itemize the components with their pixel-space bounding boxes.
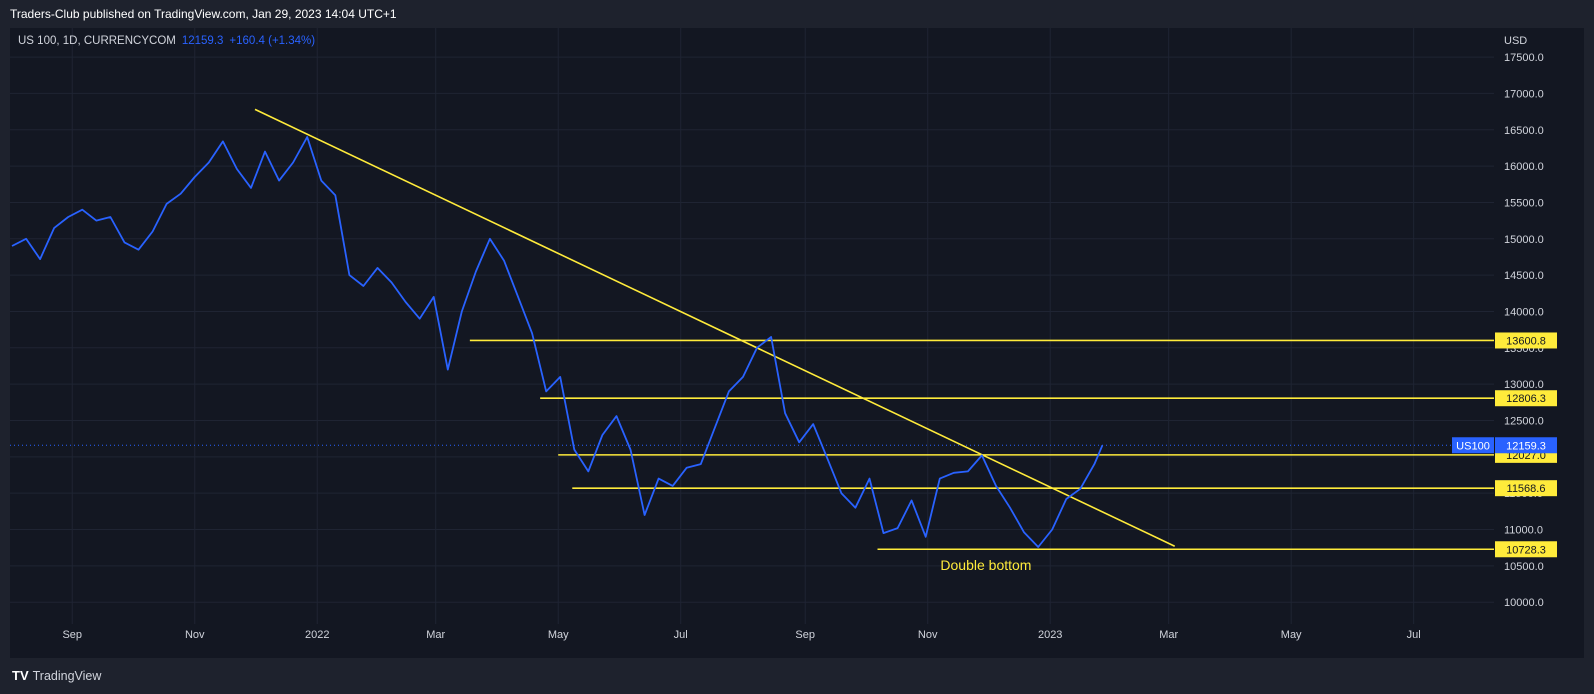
level-badge-label: 13600.8 xyxy=(1506,335,1546,347)
x-tick-label: Nov xyxy=(185,629,205,641)
level-lines xyxy=(469,339,1494,551)
x-tick-label: 2023 xyxy=(1038,629,1062,641)
double-bottom-annotation: Double bottom xyxy=(940,557,1031,573)
y-tick-label: 10500.0 xyxy=(1504,561,1544,573)
price-chart[interactable]: Sep Nov 2022 Mar May Jul Sep Nov 2023 Mar May Jul 1… xyxy=(10,28,1584,658)
x-tick-label: Jul xyxy=(1407,629,1421,641)
x-tick-label: 2022 xyxy=(305,629,329,641)
price-scale-badges: 13600.812806.312027.011568.610728.312159… xyxy=(1452,332,1557,558)
y-tick-label: 16500.0 xyxy=(1504,125,1544,137)
y-tick-label: 11000.0 xyxy=(1504,525,1543,537)
level-badge xyxy=(1495,480,1557,497)
x-tick-label: Nov xyxy=(918,629,938,641)
price-series xyxy=(11,136,1104,548)
y-tick-label: 10000.0 xyxy=(1504,597,1544,609)
publish-info: Traders-Club published on TradingView.co… xyxy=(10,7,397,21)
chart-area[interactable]: Sep Nov 2022 Mar May Jul Sep Nov 2023 Mar May Jul 1… xyxy=(10,28,1584,658)
price-change: +160.4 (+1.34%) xyxy=(229,35,316,47)
tradingview-logo[interactable]: TV TradingView xyxy=(12,668,101,683)
level-badge-label: 10728.3 xyxy=(1506,544,1546,556)
current-price-badge-label: 12159.3 xyxy=(1506,440,1546,452)
us100-price-line xyxy=(11,136,1104,548)
x-tick-label: Mar xyxy=(426,629,445,641)
x-tick-label: Jul xyxy=(674,629,688,641)
x-tick-label: Mar xyxy=(1159,629,1178,641)
tradingview-logo-icon: TV xyxy=(12,668,29,683)
symbol-legend: US 100, 1D, CURRENCYCOM 12159.3 +160.4 (+1… xyxy=(18,35,315,47)
brand-name: TradingView xyxy=(32,668,102,683)
x-tick-label: May xyxy=(1281,629,1302,641)
y-tick-label: 15000.0 xyxy=(1504,234,1544,246)
y-tick-label: 17500.0 xyxy=(1504,52,1544,64)
descending-trendline xyxy=(254,108,1176,547)
x-tick-label: May xyxy=(548,629,569,641)
y-tick-label: 14000.0 xyxy=(1504,306,1544,318)
level-badge xyxy=(1495,332,1557,349)
level-badge-label: 11568.6 xyxy=(1507,483,1546,495)
symbol-badge-label: US100 xyxy=(1456,440,1490,452)
trend-line xyxy=(254,108,1176,547)
symbol-badge xyxy=(1452,437,1494,454)
y-tick-label: 12500.0 xyxy=(1504,415,1544,427)
level-badge xyxy=(1495,541,1557,558)
level-badge-label: 12806.3 xyxy=(1506,393,1546,405)
x-tick-label: Sep xyxy=(795,629,815,641)
y-tick-label: 16000.0 xyxy=(1504,161,1544,173)
grid xyxy=(10,28,1494,624)
x-tick-label: Sep xyxy=(62,629,82,641)
y-tick-label: 17000.0 xyxy=(1504,88,1544,100)
y-tick-label: 13000.0 xyxy=(1504,379,1544,391)
x-axis: Sep Nov 2022 Mar May Jul Sep Nov 2023 Mar May Jul xyxy=(62,629,1420,641)
symbol-name: US 100, 1D, CURRENCYCOM xyxy=(18,35,176,47)
currency-label: USD xyxy=(1504,35,1527,47)
footer: TV TradingView xyxy=(0,658,1594,694)
y-tick-label: 14500.0 xyxy=(1504,270,1544,282)
y-tick-label: 15500.0 xyxy=(1504,197,1544,209)
y-axis: 10000.010500.011000.011500.012000.012500… xyxy=(1504,52,1544,609)
last-price: 12159.3 xyxy=(181,35,224,47)
publish-header: Traders-Club published on TradingView.co… xyxy=(0,0,1594,28)
level-badge xyxy=(1495,390,1557,407)
current-price-badge xyxy=(1495,437,1557,454)
